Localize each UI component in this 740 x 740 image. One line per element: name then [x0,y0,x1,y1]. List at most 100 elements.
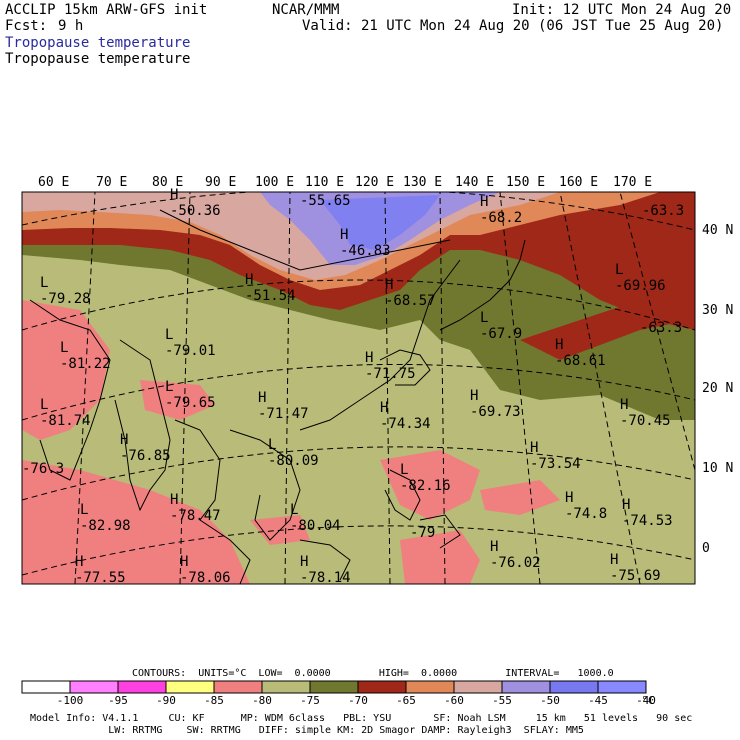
extremum-marker: H [380,400,388,416]
lon-label: 140 E [455,175,494,190]
forecast-label: Fcst: [5,18,48,34]
longitude-labels: 60 E 70 E 80 E 90 E 100 E 110 E 120 E 130 E 140 … [38,175,652,190]
extremum-value: -69.73 [470,404,521,420]
lon-label: 80 E [152,175,183,190]
extremum-marker: H [530,440,538,456]
legend-tick: -75 [300,694,320,707]
lon-label: 150 E [506,175,545,190]
legend-tick: -40 [636,694,656,707]
extremum-marker: H [622,497,630,513]
extremum-marker: H [480,194,488,210]
extremum-marker: L [165,327,173,343]
extremum-marker: H [170,187,178,203]
extremum-marker: L [480,310,488,326]
extremum-value: -55.65 [300,193,351,209]
extremum-value: -74.8 [565,506,607,522]
extremum-marker: H [300,554,308,570]
legend-swatch [501,680,551,694]
lat-label: 20 N [702,381,733,396]
extremum-marker: H [365,350,373,366]
extremum-value: -82.16 [400,478,451,494]
lon-label: 60 E [38,175,69,190]
legend-tick: -65 [396,694,416,707]
extremum-value: -82.98 [80,518,131,534]
tropopause-temperature-map: 60 E 70 E 80 E 90 E 100 E 110 E 120 E 130 E 140 … [21,175,733,586]
extremum-value: -76.3 [22,461,64,477]
extremum-marker: H [555,337,563,353]
extremum-value: -76.85 [120,448,171,464]
shaded-field [22,192,695,584]
coastlines [29,209,526,584]
contour-info: CONTOURS: UNITS=°C LOW= 0.0000 HIGH= 0.0… [132,668,614,679]
extremum-value: -69.96 [615,278,666,294]
extremum-marker: L [60,340,68,356]
extremum-value: -68.57 [385,293,436,309]
field-title-shaded: Tropopause temperature [5,35,191,51]
model-info-line-2: LW: RRTMG SW: RRTMG DIFF: simple KM: 2D … [30,725,584,736]
lat-lon-grid [22,192,695,584]
legend-tick: -50 [540,694,560,707]
legend-swatch [453,680,503,694]
lon-label: 130 E [403,175,442,190]
extremum-marker: H [340,227,348,243]
extremum-value: -68.2 [480,210,522,226]
legend-tick: -100 [57,694,84,707]
field-title-contour: Tropopause temperature [5,51,191,67]
legend-tick: -80 [252,694,272,707]
legend-swatch [117,680,167,694]
extremum-value: -79 [410,525,435,541]
extremum-value: -75.69 [610,568,661,584]
extremum-value: -77.55 [75,570,126,586]
extremum-value: -78.14 [300,570,351,586]
extremum-value: -51.54 [245,288,296,304]
extremum-marker: H [75,554,83,570]
legend-swatch [213,680,263,694]
lat-label: 40 N [702,223,733,238]
lon-label: 90 E [205,175,236,190]
extrema-labels: H-50.36-55.65H-46.83H-51.54H-68.2 -63.3L-… [22,187,684,586]
legend-swatch [597,680,647,694]
legend-tick: -90 [156,694,176,707]
lon-label: 170 E [613,175,652,190]
extremum-marker: L [40,397,48,413]
lat-label: 10 N [702,461,733,476]
extremum-value: -80.04 [290,518,341,534]
extremum-marker: H [610,552,618,568]
extremum-marker: H [120,432,128,448]
extremum-marker: L [268,437,276,453]
center-name: NCAR/MMM [272,2,340,18]
legend-swatch [261,680,311,694]
extremum-value: -78.47 [170,508,221,524]
extremum-marker: L [80,502,88,518]
extremum-value: -70.45 [620,413,671,429]
extremum-value: -50.36 [170,203,221,219]
legend-tick: -95 [108,694,128,707]
extremum-value: -74.34 [380,416,431,432]
latitude-labels: 40 N 30 N 20 N 10 N 0 [702,223,733,556]
legend-unit: °C [641,694,654,707]
legend-swatch [165,680,215,694]
extremum-value: -67.9 [480,326,522,342]
extremum-marker: H [258,390,266,406]
legend-swatch [309,680,359,694]
extremum-marker: H [620,397,628,413]
extremum-value: -46.83 [340,243,391,259]
lon-label: 160 E [559,175,598,190]
extremum-marker: H [470,388,478,404]
extremum-marker: L [615,262,623,278]
legend-tick: -85 [204,694,224,707]
legend-swatch [549,680,599,694]
extremum-value: -81.22 [60,356,111,372]
extremum-marker: H [565,490,573,506]
extremum-marker: H [245,272,253,288]
extremum-marker: L [40,275,48,291]
legend-tick: -45 [588,694,608,707]
model-title: ACCLIP 15km ARW-GFS init [5,2,208,18]
legend-swatch [69,680,119,694]
extremum-value: -78.06 [180,570,231,586]
extremum-value: -71.47 [258,406,309,422]
extremum-value: -63.3 [642,203,684,219]
legend-tick: -70 [348,694,368,707]
extremum-value: -68.61 [555,353,606,369]
